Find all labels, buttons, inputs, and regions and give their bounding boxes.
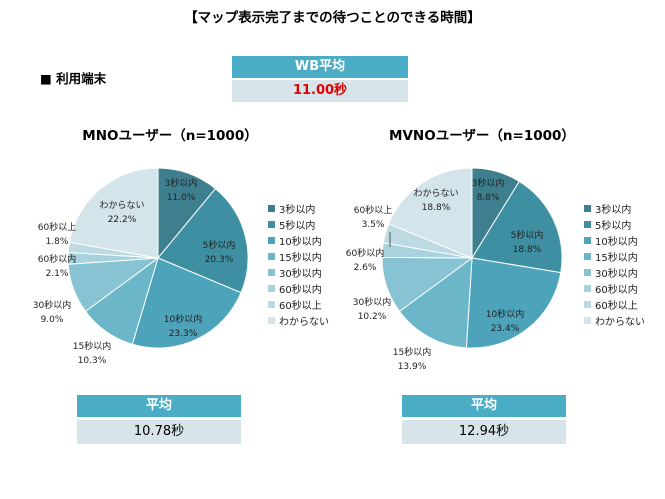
- mno-slice-value-4: 9.0%: [41, 315, 64, 325]
- mvno-average-header: 平均: [402, 395, 566, 417]
- mvno-slice-label-4: 30秒以内: [353, 296, 391, 308]
- mno-average-value: 10.78秒: [77, 420, 241, 444]
- mvno-slice-label-3: 15秒以内: [393, 346, 431, 358]
- mno-legend-label-2: 10秒以内: [279, 235, 322, 248]
- section-label: ■ 利用端末: [40, 71, 107, 86]
- mvno-legend-swatch-3: [584, 253, 591, 260]
- mno-slice-label-2: 10秒以内: [164, 313, 202, 325]
- mvno-chart-title: MVNOユーザー（n=1000）: [389, 128, 575, 144]
- mno-average-header: 平均: [77, 395, 241, 417]
- mvno-legend-label-4: 30秒以内: [595, 267, 638, 280]
- mno-slice-label-0: 3秒以内: [165, 177, 198, 189]
- mno-legend-swatch-2: [268, 237, 275, 244]
- mno-slice-2: [131, 257, 242, 349]
- wb-average-header: WB平均: [232, 56, 408, 78]
- mvno-legend-swatch-1: [584, 221, 591, 228]
- mvno-legend-label-2: 10秒以内: [595, 235, 638, 248]
- mno-legend-label-3: 15秒以内: [279, 251, 322, 264]
- mvno-slice-value-1: 18.8%: [513, 245, 542, 255]
- mvno-slice-label-2: 10秒以内: [486, 308, 524, 320]
- mno-slice-value-3: 10.3%: [78, 356, 107, 366]
- mno-legend-swatch-3: [268, 253, 275, 260]
- mvno-slice-1: [471, 180, 563, 274]
- mno-legend-swatch-0: [268, 205, 275, 212]
- mno-slice-value-6: 1.8%: [46, 237, 69, 247]
- mvno-slice-value-5: 2.6%: [354, 263, 377, 273]
- mno-slice-7: [68, 167, 159, 259]
- mno-slice-label-7: わからない: [99, 200, 144, 211]
- mvno-legend-swatch-6: [584, 301, 591, 308]
- mvno-slice-2: [465, 257, 562, 349]
- mvno-legend-swatch-0: [584, 205, 591, 212]
- mvno-slice-value-7: 18.8%: [422, 203, 451, 213]
- mvno-slice-label-1: 5秒以内: [511, 229, 544, 241]
- mvno-legend-swatch-5: [584, 285, 591, 292]
- mvno-slice-label-6: 60秒以上: [354, 204, 392, 216]
- mno-legend-label-6: 60秒以上: [279, 299, 322, 312]
- mvno-legend-label-7: わからない: [595, 316, 645, 328]
- mno-legend-swatch-7: [268, 317, 275, 324]
- mvno-slice-value-6: 3.5%: [362, 220, 385, 230]
- mvno-slice-value-0: 8.8%: [477, 193, 500, 203]
- mno-legend-swatch-4: [268, 269, 275, 276]
- mno-legend-label-5: 60秒以内: [279, 283, 322, 296]
- wb-average-value: 11.00秒: [232, 80, 408, 102]
- mno-chart-title: MNOユーザー（n=1000）: [82, 128, 258, 144]
- mvno-slice-3: [398, 256, 473, 349]
- mvno-legend-label-6: 60秒以上: [595, 299, 638, 312]
- mno-slice-label-4: 30秒以内: [33, 299, 71, 311]
- mno-legend-swatch-5: [268, 285, 275, 292]
- mno-legend-label-0: 3秒以内: [279, 203, 315, 216]
- mvno-slice-value-4: 10.2%: [358, 312, 387, 322]
- mno-slice-label-5: 60秒以内: [38, 253, 76, 265]
- mvno-legend-swatch-7: [584, 317, 591, 324]
- mno-legend-label-4: 30秒以内: [279, 267, 322, 280]
- mno-legend-swatch-1: [268, 221, 275, 228]
- mno-slice-value-0: 11.0%: [167, 193, 196, 203]
- mvno-legend-label-3: 15秒以内: [595, 251, 638, 264]
- mno-slice-label-6: 60秒以上: [38, 221, 76, 233]
- mno-slice-value-7: 22.2%: [108, 215, 137, 225]
- mvno-legend-label-0: 3秒以内: [595, 203, 631, 216]
- mvno-legend-label-1: 5秒以内: [595, 219, 631, 232]
- mno-slice-label-1: 5秒以内: [203, 239, 236, 251]
- mvno-legend-swatch-2: [584, 237, 591, 244]
- mno-legend-label-1: 5秒以内: [279, 219, 315, 232]
- mvno-slice-label-5: 60秒以内: [346, 247, 384, 259]
- mvno-slice-7: [388, 167, 473, 259]
- mno-slice-label-3: 15秒以内: [73, 340, 111, 352]
- mvno-slice-value-3: 13.9%: [398, 362, 427, 372]
- mvno-slice-label-7: わからない: [413, 188, 458, 199]
- mvno-legend-label-5: 60秒以内: [595, 283, 638, 296]
- mno-legend-label-7: わからない: [279, 316, 329, 328]
- mvno-legend-swatch-4: [584, 269, 591, 276]
- mno-slice-value-5: 2.1%: [46, 269, 69, 279]
- mno-slice-value-2: 23.3%: [169, 329, 198, 339]
- mno-slice-value-1: 20.3%: [205, 255, 234, 265]
- mno-slice-1: [157, 187, 249, 294]
- mno-legend-swatch-6: [268, 301, 275, 308]
- mvno-slice-label-0: 3秒以内: [472, 177, 505, 189]
- mvno-slice-value-2: 23.4%: [491, 324, 520, 334]
- page-title: 【マップ表示完了までの待つことのできる時間】: [184, 10, 481, 26]
- mvno-average-value: 12.94秒: [402, 420, 566, 444]
